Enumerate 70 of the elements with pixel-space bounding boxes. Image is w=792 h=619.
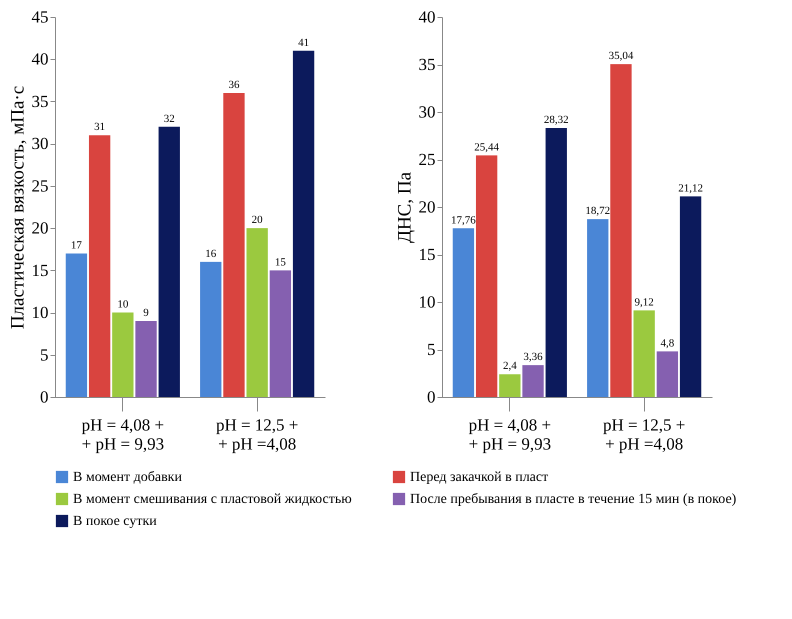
bar <box>522 365 544 397</box>
data-label: 10 <box>117 298 129 311</box>
y-tick-label: 5 <box>40 345 48 364</box>
bar <box>546 128 567 397</box>
data-label: 28,32 <box>544 114 569 126</box>
y-tick-label: 45 <box>32 8 48 26</box>
bar <box>656 351 678 397</box>
y-tick-label: 10 <box>418 292 436 312</box>
y-tick-label: 20 <box>418 198 436 216</box>
data-label: 15 <box>274 256 286 268</box>
y-tick-label: 40 <box>32 50 48 69</box>
bar <box>135 321 157 397</box>
bar <box>587 219 608 397</box>
y-axis-title: ДНС, Па <box>394 171 416 244</box>
x-tick-label: pH = 12,5 + + pH =4,08 <box>602 416 686 454</box>
data-label: 41 <box>298 36 310 49</box>
bar <box>112 312 134 397</box>
data-label: 32 <box>164 112 175 125</box>
bar <box>610 64 632 397</box>
data-label: 35,04 <box>608 50 634 62</box>
y-tick-label: 35 <box>32 92 48 111</box>
data-label: 4,8 <box>660 337 675 350</box>
data-label: 17 <box>70 239 82 252</box>
data-label: 36 <box>228 79 240 91</box>
y-tick-label: 15 <box>32 260 48 280</box>
bar <box>200 262 222 397</box>
y-tick-label: 30 <box>418 102 436 122</box>
data-label: 20 <box>252 214 264 226</box>
data-label: 2,4 <box>502 360 518 372</box>
y-tick-label: 25 <box>32 176 48 196</box>
y-tick-label: 20 <box>32 218 48 238</box>
y-tick-label: 35 <box>418 55 436 74</box>
data-label: 9 <box>143 307 150 319</box>
bar <box>158 126 180 397</box>
bar <box>499 374 521 397</box>
data-label: 9,12 <box>634 296 654 308</box>
legend-label: В покое сутки <box>73 514 158 529</box>
data-label: 17,76 <box>451 214 476 226</box>
bar <box>223 93 245 397</box>
data-label: 16 <box>205 248 217 260</box>
bar <box>476 155 498 397</box>
bar <box>66 253 88 397</box>
y-axis-title: Пластическая вязкость, мПа·с <box>8 86 28 330</box>
bar <box>680 196 702 397</box>
y-tick-label: 25 <box>418 150 436 169</box>
data-label: 25,44 <box>474 141 500 154</box>
bar <box>452 228 474 397</box>
bar <box>292 50 314 397</box>
legend-label: После пребывания в пласте в течение 15 мин (в покое) <box>410 492 737 507</box>
data-label: 18,72 <box>585 205 610 218</box>
y-tick-label: 5 <box>427 340 436 359</box>
legend-label: В момент добавки <box>73 470 182 485</box>
bar <box>270 270 292 397</box>
bar <box>633 310 655 397</box>
y-tick-label: 30 <box>32 134 48 154</box>
bar <box>88 135 110 397</box>
y-tick-label: 15 <box>418 245 436 264</box>
data-label: 31 <box>94 121 106 134</box>
y-tick-label: 10 <box>32 303 48 322</box>
y-tick-label: 0 <box>427 388 436 406</box>
x-tick-label: pH = 4,08 + + pH = 9,93 <box>82 416 164 454</box>
data-label: 21,12 <box>678 182 703 194</box>
x-tick-label: pH = 4,08 + + pH = 9,93 <box>468 416 552 454</box>
legend-label: В момент смешивания с пластовой жидкостью <box>73 492 352 507</box>
legend-label: Перед закачкой в пласт <box>410 470 548 485</box>
bar <box>246 228 268 397</box>
data-label: 3,36 <box>523 351 544 364</box>
x-tick-label: pH = 12,5 + + pH =4,08 <box>216 416 298 454</box>
y-tick-label: 40 <box>418 8 436 26</box>
y-tick-label: 0 <box>40 388 48 406</box>
